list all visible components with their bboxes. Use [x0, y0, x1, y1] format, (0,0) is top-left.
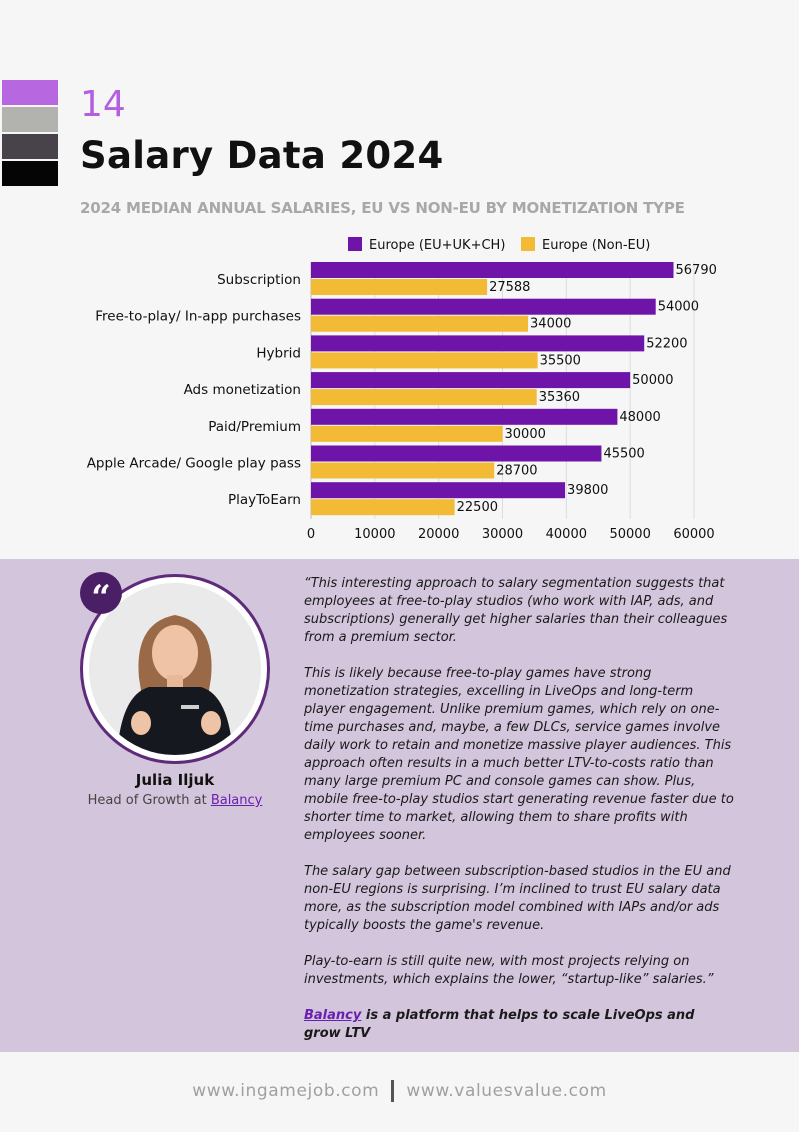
person-role: Head of Growth at Balancy — [70, 793, 280, 808]
data-label: 35500 — [540, 353, 581, 368]
category-label: Paid/Premium — [208, 419, 301, 435]
bar — [311, 408, 618, 425]
color-swatch-2 — [2, 107, 58, 132]
x-tick-label: 10000 — [354, 527, 395, 540]
data-label: 27588 — [489, 280, 530, 295]
x-tick-label: 60000 — [673, 527, 714, 540]
bar — [311, 279, 488, 295]
x-tick-label: 0 — [307, 527, 315, 540]
page-title: Salary Data 2024 — [80, 134, 444, 177]
legend-swatch — [521, 237, 535, 251]
data-label: 50000 — [632, 373, 673, 388]
bar — [311, 315, 529, 332]
bar — [311, 335, 645, 352]
x-tick-label: 20000 — [418, 527, 459, 540]
x-tick-label: 30000 — [482, 527, 523, 540]
footer-divider — [391, 1080, 395, 1102]
color-swatch-4 — [2, 161, 58, 186]
quote-paragraph: Play-to-earn is still quite new, with mo… — [304, 954, 714, 987]
role-text: Head of Growth at — [87, 793, 207, 808]
quote-mark-icon: “ — [80, 572, 122, 618]
footer-note: Balancy is a platform that helps to scal… — [304, 1007, 734, 1043]
company-link[interactable]: Balancy — [210, 793, 263, 808]
bar — [311, 482, 566, 499]
x-tick-label: 50000 — [609, 527, 650, 540]
bar — [311, 298, 656, 315]
data-label: 48000 — [619, 410, 660, 425]
salary-bar-chart: 0 10000 20000 30000 40000 50000 60000 Europe (E… — [87, 237, 717, 540]
balancy-link[interactable]: Balancy — [304, 1008, 362, 1023]
bar — [311, 499, 455, 516]
page-number: 14 — [80, 84, 126, 125]
data-label: 28700 — [496, 464, 537, 479]
footer-link-ingamejob[interactable]: www.ingamejob.com — [192, 1081, 380, 1101]
bar — [311, 262, 674, 278]
quote-text: “This interesting approach to salary seg… — [304, 575, 734, 1061]
footer-note-text: is a platform that helps to scale LiveOp… — [304, 1008, 695, 1041]
data-label: 52200 — [646, 336, 687, 351]
color-swatch-1 — [2, 80, 58, 105]
legend-swatch — [348, 237, 362, 251]
data-label: 54000 — [658, 300, 699, 315]
x-tick-label: 40000 — [546, 527, 587, 540]
footer-link-valuesvalue[interactable]: www.valuesvalue.com — [406, 1081, 607, 1101]
category-label: Subscription — [217, 272, 301, 288]
person-portrait-icon — [89, 583, 261, 755]
bar — [311, 389, 537, 406]
data-label: 45500 — [603, 447, 644, 462]
legend-label: Europe (Non-EU) — [542, 238, 650, 253]
avatar-photo — [89, 583, 261, 755]
quote-paragraph: This is likely because free-to-play game… — [304, 666, 734, 843]
category-label: Ads monetization — [184, 382, 301, 398]
category-label: PlayToEarn — [228, 492, 301, 508]
data-label: 22500 — [457, 500, 498, 515]
category-label: Apple Arcade/ Google play pass — [87, 456, 301, 472]
bar — [311, 372, 631, 389]
legend-label: Europe (EU+UK+CH) — [369, 238, 505, 253]
data-label: 30000 — [505, 427, 546, 442]
quote-paragraph: “This interesting approach to salary seg… — [304, 576, 728, 645]
bar — [311, 352, 538, 369]
data-label: 39800 — [567, 483, 608, 498]
data-label: 35360 — [539, 390, 580, 405]
data-label: 34000 — [530, 317, 571, 332]
color-swatch-3 — [2, 134, 58, 159]
category-label: Hybrid — [256, 345, 301, 361]
chart-subtitle: 2024 MEDIAN ANNUAL SALARIES, EU VS NON-E… — [80, 199, 685, 217]
category-label: Free-to-play/ In-app purchases — [95, 309, 301, 325]
bar — [311, 425, 503, 442]
bar — [311, 445, 602, 462]
page-footer: www.ingamejob.com www.valuesvalue.com — [0, 1080, 799, 1102]
data-label: 56790 — [676, 263, 717, 278]
person-name: Julia Iljuk — [135, 771, 215, 789]
quote-paragraph: The salary gap between subscription-base… — [304, 864, 731, 933]
bar — [311, 462, 495, 479]
